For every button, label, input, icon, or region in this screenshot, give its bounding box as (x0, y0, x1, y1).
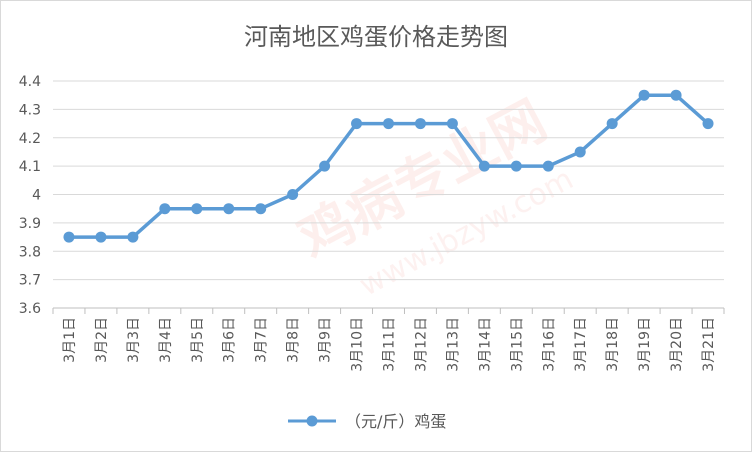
y-tick-label: 4 (32, 188, 41, 204)
data-point (414, 118, 426, 130)
data-point (542, 160, 554, 172)
chart-title: 河南地区鸡蛋价格走势图 (244, 23, 508, 51)
data-point (574, 146, 586, 158)
data-point (191, 203, 203, 215)
x-axis-tick-labels: 3月1日 3月2日 3月3日 3月4日 3月5日 3月6日 3月7日 3月8日 3月9日 3月10… (62, 317, 717, 372)
y-tick-label: 4.3 (19, 102, 41, 118)
x-tick-label: 3月3日 (126, 317, 142, 363)
x-tick-label: 3月5日 (190, 317, 206, 363)
x-tick-label: 3月16日 (541, 317, 557, 372)
y-tick-label: 4.1 (19, 159, 41, 175)
y-axis-tick-labels: 3.6 3.7 3.8 3.9 4 4.1 4.2 4.3 4.4 (19, 74, 41, 317)
y-tick-label: 3.9 (19, 216, 41, 232)
x-tick-label: 3月8日 (286, 317, 302, 363)
x-tick-label: 3月9日 (318, 317, 334, 363)
data-point (319, 160, 331, 172)
x-tick-label: 3月4日 (158, 317, 174, 363)
x-tick-label: 3月20日 (669, 317, 685, 372)
data-point (446, 118, 458, 130)
data-point (159, 203, 171, 215)
y-tick-label: 3.8 (19, 244, 41, 260)
data-point (478, 160, 490, 172)
x-tick-label: 3月14日 (477, 317, 493, 372)
x-tick-label: 3月2日 (94, 317, 110, 363)
data-point (702, 118, 714, 130)
legend-point-marker (306, 415, 318, 427)
x-tick-label: 3月17日 (573, 317, 589, 372)
data-point (287, 189, 299, 200)
y-tick-label: 3.6 (19, 301, 41, 317)
data-point (606, 118, 618, 130)
x-tick-label: 3月19日 (637, 317, 653, 372)
data-point (510, 160, 522, 172)
gridlines (53, 80, 724, 281)
x-tick-label: 3月21日 (701, 317, 717, 372)
x-tick-label: 3月15日 (509, 317, 525, 372)
x-tick-label: 3月13日 (445, 317, 461, 372)
y-tick-label: 4.4 (19, 74, 41, 90)
data-point (63, 231, 75, 243)
data-point (638, 89, 650, 101)
x-tick-label: 3月10日 (350, 317, 366, 372)
y-tick-label: 3.7 (19, 273, 41, 289)
x-tick-label: 3月11日 (382, 317, 398, 372)
data-point (255, 203, 267, 215)
x-tick-label: 3月1日 (62, 317, 78, 363)
legend-label: （元/斤）鸡蛋 (345, 412, 446, 431)
data-point (127, 231, 139, 243)
data-point (383, 118, 394, 130)
data-point (223, 203, 235, 215)
legend: （元/斤）鸡蛋 (288, 412, 446, 431)
x-tick-label: 3月18日 (605, 317, 621, 372)
data-point (351, 118, 363, 130)
x-axis (52, 307, 725, 314)
data-point (670, 89, 682, 101)
x-tick-label: 3月7日 (254, 317, 270, 363)
x-tick-label: 3月12日 (413, 317, 429, 372)
data-point (95, 231, 107, 243)
y-tick-label: 4.2 (19, 131, 41, 147)
series-layer (63, 89, 714, 243)
x-tick-label: 3月6日 (222, 317, 238, 363)
